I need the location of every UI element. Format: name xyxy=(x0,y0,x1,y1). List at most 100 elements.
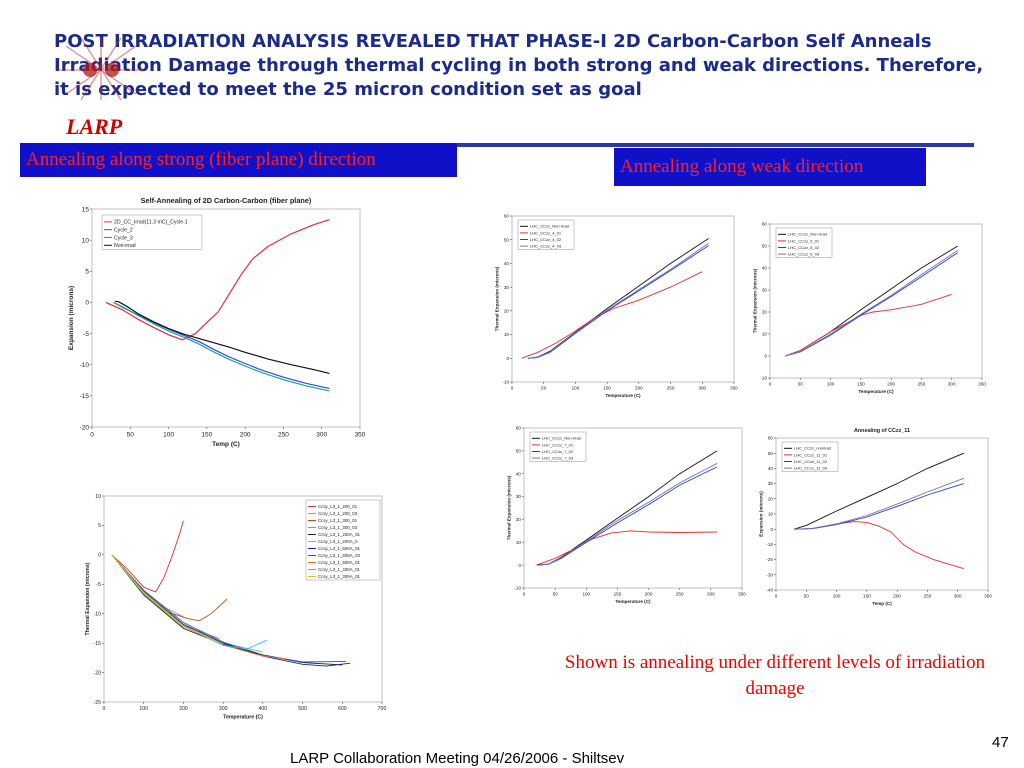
y-tick-label: 5 xyxy=(98,523,101,529)
y-tick-label: -15 xyxy=(80,393,90,400)
x-tick-label: 250 xyxy=(676,592,684,597)
series-line xyxy=(521,271,703,359)
legend-entry: LHC_CCzz_7_02 xyxy=(542,449,574,454)
y-axis-label: Thermal Expansion (microns) xyxy=(507,475,512,540)
x-tick-label: 0 xyxy=(90,432,94,439)
series-line xyxy=(113,301,330,389)
legend-entry: LHC_CCzz_11_01 xyxy=(794,452,828,457)
legend-entry: LHC_CCzz_11_03 xyxy=(794,466,828,471)
header-rule xyxy=(138,143,974,147)
x-tick-label: 0 xyxy=(511,386,514,391)
x-tick-label: 100 xyxy=(827,382,835,387)
legend-entry: Ccsy_L3_1_600A_03 xyxy=(318,553,361,558)
y-tick-label: -10 xyxy=(502,380,509,385)
y-tick-label: 20 xyxy=(504,308,510,313)
y-tick-label: 30 xyxy=(516,494,522,499)
legend-box xyxy=(305,499,381,581)
y-tick-label: 60 xyxy=(768,436,774,441)
series-line xyxy=(784,250,959,357)
x-tick-label: 250 xyxy=(667,386,675,391)
series-line xyxy=(105,219,330,341)
label-strong-direction: Annealing along strong (fiber plane) dir… xyxy=(20,143,457,177)
x-tick-label: 50 xyxy=(127,432,135,439)
x-tick-label: 0 xyxy=(523,592,526,597)
y-tick-label: -20 xyxy=(766,557,773,562)
label-weak-direction: Annealing along weak direction xyxy=(614,148,926,186)
y-tick-label: 40 xyxy=(504,261,510,266)
x-tick-label: 600 xyxy=(338,706,347,712)
y-tick-label: 20 xyxy=(762,310,768,315)
y-tick-label: 10 xyxy=(516,540,522,545)
y-tick-label: 10 xyxy=(95,494,101,500)
legend-entry: LHC_CCzz_4_03 xyxy=(530,244,562,249)
x-tick-label: 200 xyxy=(887,382,895,387)
x-tick-label: 350 xyxy=(355,432,366,439)
chart-weak-6: 0 50 100 150 200 250 300 3506050403020100-10Tem… xyxy=(753,222,987,395)
legend-entry: Cycle_3 xyxy=(114,235,133,241)
x-tick-label: 300 xyxy=(954,594,962,599)
x-tick-label: 150 xyxy=(603,386,611,391)
legend-entry: LHC_CCzz_6_03 xyxy=(788,252,820,257)
legend-entry: LHC_CCzz_6_01 xyxy=(788,238,820,243)
y-axis-label: Expansion (microns) xyxy=(68,286,75,350)
series-line xyxy=(113,301,330,392)
y-tick-label: 40 xyxy=(768,466,774,471)
legend-entry: LHC_CCzz_Non-irrad xyxy=(530,224,569,229)
y-axis-label: Expansion (microns) xyxy=(759,491,764,537)
x-tick-label: 250 xyxy=(918,382,926,387)
chart-weak-7: 0 50 100 150 200 250 300 3506050403020100-10Tem… xyxy=(507,426,747,605)
chart-weak-4: 0 50 100 150 200 250 300 3506050403020100-10Tem… xyxy=(495,214,739,399)
legend-entry: Ccsy_L3_1_600A_01 xyxy=(318,546,361,551)
x-tick-label: 100 xyxy=(582,592,590,597)
y-tick-label: -25 xyxy=(94,700,102,706)
y-tick-label: 50 xyxy=(762,244,768,249)
chart-irradiation-levels: 0 100 200 300 400 500 600 700 10 5 0 -5 -10 -15 -20 -25… xyxy=(85,494,387,721)
legend-entry: LHC_CCzz_4_01 xyxy=(530,230,562,235)
slide-headline: POST IRRADIATION ANALYSIS REVEALED THAT … xyxy=(54,31,984,100)
x-tick-label: 100 xyxy=(572,386,580,391)
y-tick-label: 10 xyxy=(768,512,774,517)
legend-entry: Ccsy_L3_1_200_03 xyxy=(318,511,358,516)
x-tick-label: 0 xyxy=(775,594,778,599)
y-tick-label: -10 xyxy=(80,362,90,369)
x-tick-label: 500 xyxy=(298,706,307,712)
footer-text: LARP Collaboration Meeting 04/26/2006 - … xyxy=(290,750,625,767)
chart-weak-11: Annealing of CCzz_110 50 100 150 200 250 300 35… xyxy=(759,428,993,606)
y-tick-label: -40 xyxy=(766,588,773,593)
legend-entry: Cycle_2 xyxy=(114,228,133,234)
y-tick-label: 0 xyxy=(770,527,773,532)
series-line xyxy=(111,520,184,593)
series-line xyxy=(794,477,964,530)
page-number: 47 xyxy=(992,734,1009,751)
y-tick-label: -20 xyxy=(80,424,90,431)
y-tick-label: 15 xyxy=(82,206,90,213)
y-tick-label: 20 xyxy=(516,517,522,522)
chart-fiber-plane: Self-Annealing of 2D Carbon-Carbon (fibe… xyxy=(68,196,366,448)
y-tick-label: 60 xyxy=(762,222,768,227)
y-tick-label: 10 xyxy=(504,332,510,337)
x-tick-label: 150 xyxy=(201,432,212,439)
series-line xyxy=(794,452,964,530)
legend-entry: Ccsy_L3_1_200A_0 xyxy=(318,539,358,544)
y-axis-label: Thermal Expansion (microns) xyxy=(85,562,91,635)
x-tick-label: 300 xyxy=(698,386,706,391)
x-tick-label: 350 xyxy=(984,594,992,599)
y-tick-label: -15 xyxy=(94,641,102,647)
legend-entry: Ccsy_L3_1_400A_01 xyxy=(318,567,361,572)
y-tick-label: 0 xyxy=(506,356,509,361)
x-tick-label: 200 xyxy=(893,594,901,599)
x-axis-label: Temp (C) xyxy=(212,441,240,448)
legend-entry: Ccsy_L3_1_300_03 xyxy=(318,525,358,530)
y-tick-label: -5 xyxy=(96,582,101,588)
x-tick-label: 400 xyxy=(259,706,268,712)
y-tick-label: 30 xyxy=(768,481,774,486)
series-line xyxy=(527,242,709,359)
series-line xyxy=(111,554,224,645)
legend-entry: LHC_CCzz_7_01 xyxy=(542,442,574,447)
legend-entry: 2D_CC_Irrad(11.3 mC)_Cycle-1 xyxy=(114,220,188,226)
series-line xyxy=(111,554,351,667)
series-line xyxy=(539,463,718,566)
legend-entry: LHC_CCzz_11_02 xyxy=(794,459,828,464)
y-tick-label: 50 xyxy=(504,237,510,242)
x-tick-label: 100 xyxy=(833,594,841,599)
